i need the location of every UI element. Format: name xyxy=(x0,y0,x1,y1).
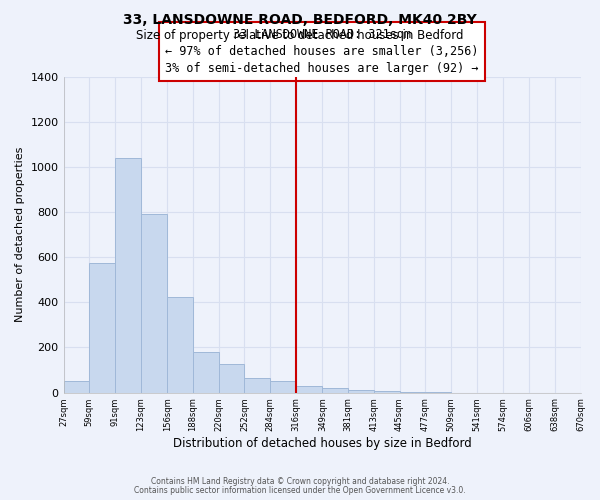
Bar xyxy=(219,364,244,392)
Text: 33 LANSDOWNE ROAD: 321sqm
← 97% of detached houses are smaller (3,256)
3% of sem: 33 LANSDOWNE ROAD: 321sqm ← 97% of detac… xyxy=(165,28,479,74)
X-axis label: Distribution of detached houses by size in Bedford: Distribution of detached houses by size … xyxy=(173,437,472,450)
Text: 33, LANSDOWNE ROAD, BEDFORD, MK40 2BY: 33, LANSDOWNE ROAD, BEDFORD, MK40 2BY xyxy=(123,12,477,26)
Bar xyxy=(141,214,167,392)
Bar xyxy=(322,388,348,392)
Bar xyxy=(296,386,322,392)
Bar xyxy=(348,390,374,392)
Text: Contains public sector information licensed under the Open Government Licence v3: Contains public sector information licen… xyxy=(134,486,466,495)
Bar xyxy=(64,382,89,392)
Text: Size of property relative to detached houses in Bedford: Size of property relative to detached ho… xyxy=(136,29,464,42)
Bar xyxy=(270,382,296,392)
Bar xyxy=(167,296,193,392)
Bar xyxy=(193,352,219,393)
Text: Contains HM Land Registry data © Crown copyright and database right 2024.: Contains HM Land Registry data © Crown c… xyxy=(151,477,449,486)
Bar xyxy=(89,263,115,392)
Y-axis label: Number of detached properties: Number of detached properties xyxy=(15,147,25,322)
Bar xyxy=(244,378,270,392)
Bar xyxy=(115,158,141,392)
